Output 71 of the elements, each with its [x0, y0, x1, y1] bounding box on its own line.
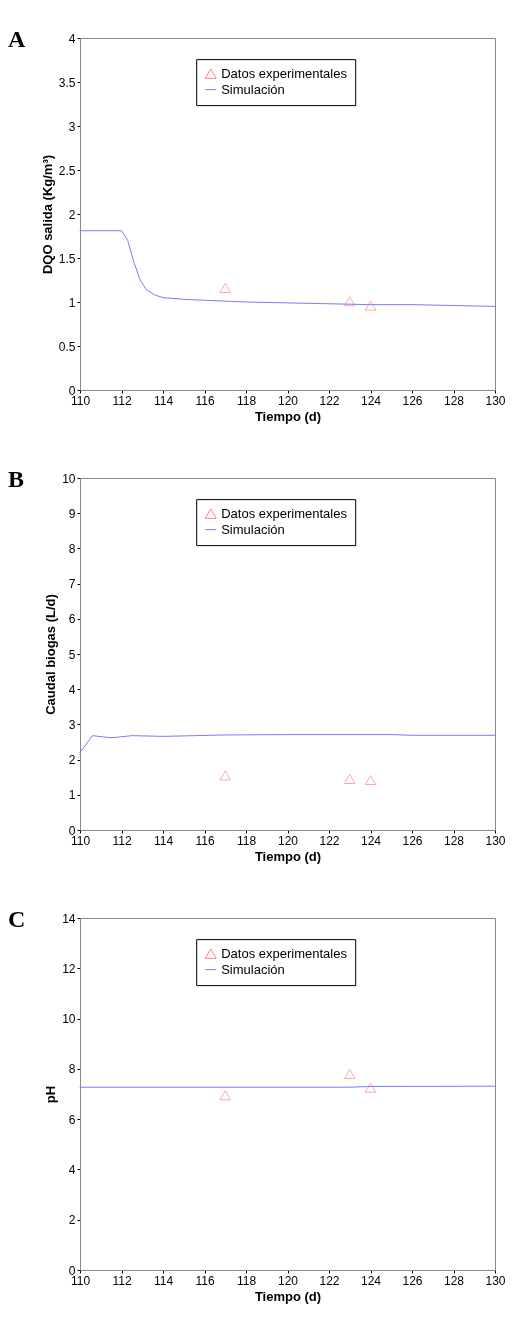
- x-tick-label: 128: [443, 393, 465, 408]
- y-tick-label: 7: [68, 577, 76, 592]
- legend-label: Simulación: [221, 81, 285, 97]
- y-axis-title: Caudal biogas (L/d): [43, 594, 59, 715]
- x-tick-label: 126: [402, 393, 423, 408]
- x-axis-title: Tiempo (d): [254, 408, 322, 424]
- x-tick-label: 130: [485, 393, 506, 408]
- x-tick-label: 112: [112, 393, 132, 408]
- x-tick-label: 116: [195, 393, 215, 408]
- x-tick-label: 124: [360, 393, 382, 408]
- chart-title: A: [8, 26, 26, 52]
- x-tick-label: 130: [485, 833, 506, 848]
- y-axis-title: pH: [43, 1085, 59, 1104]
- legend-label: Datos experimentales: [221, 505, 348, 521]
- y-tick-label: 1: [68, 788, 76, 803]
- x-tick-label: 128: [443, 1273, 465, 1288]
- x-tick-label: 120: [277, 833, 299, 848]
- y-axis-title: DQO salida (Kg/m³): [39, 154, 55, 275]
- y-tick-label: 8: [68, 1062, 76, 1077]
- y-tick-label: 9: [68, 506, 76, 521]
- y-tick-label: 1: [68, 295, 76, 310]
- y-tick-label: 10: [62, 1012, 76, 1027]
- y-tick-label: 10: [62, 471, 76, 486]
- y-tick-label: 3: [68, 717, 76, 732]
- y-tick-label: 4: [68, 682, 76, 697]
- x-tick-label: 130: [485, 1273, 506, 1288]
- x-tick-label: 114: [153, 393, 174, 408]
- y-tick-label: 14: [62, 911, 76, 926]
- y-tick-label: 2: [68, 1213, 76, 1228]
- y-tick-label: 6: [68, 1112, 76, 1127]
- x-tick-label: 126: [402, 1273, 423, 1288]
- x-tick-label: 114: [153, 1273, 174, 1288]
- x-tick-label: 126: [402, 833, 423, 848]
- y-tick-label: 8: [68, 541, 76, 556]
- legend-label: Datos experimentales: [221, 945, 348, 961]
- chart-title: B: [8, 466, 25, 492]
- y-tick-label: 2: [68, 753, 76, 768]
- y-tick-label: 3: [68, 119, 76, 134]
- chart-title: C: [8, 906, 26, 932]
- legend-label: Simulación: [221, 521, 285, 537]
- x-tick-label: 122: [319, 393, 340, 408]
- y-tick-label: 4: [68, 31, 76, 46]
- y-tick-label: 12: [62, 961, 76, 976]
- y-tick-label: 1.5: [58, 251, 76, 266]
- x-tick-label: 118: [236, 1273, 257, 1288]
- x-tick-label: 120: [277, 1273, 299, 1288]
- x-tick-label: 128: [443, 833, 465, 848]
- legend-label: Datos experimentales: [221, 65, 348, 81]
- y-tick-label: 2.5: [58, 163, 76, 178]
- x-tick-label: 114: [153, 833, 174, 848]
- x-tick-label: 112: [112, 833, 132, 848]
- y-tick-label: 5: [68, 647, 76, 662]
- x-axis-title: Tiempo (d): [254, 1288, 322, 1304]
- x-tick-label: 124: [360, 833, 382, 848]
- x-tick-label: 116: [195, 833, 215, 848]
- y-tick-label: 0.5: [58, 339, 76, 354]
- y-tick-label: 6: [68, 612, 76, 627]
- legend-label: Simulación: [221, 961, 285, 977]
- x-tick-label: 112: [112, 1273, 132, 1288]
- x-axis-title: Tiempo (d): [254, 848, 322, 864]
- y-tick-label: 2: [68, 207, 76, 222]
- x-tick-label: 124: [360, 1273, 382, 1288]
- x-tick-label: 122: [319, 1273, 340, 1288]
- x-tick-label: 118: [236, 393, 257, 408]
- y-tick-label: 3.5: [58, 75, 76, 90]
- line-series: [79, 734, 496, 754]
- x-tick-label: 122: [319, 833, 340, 848]
- x-tick-label: 116: [195, 1273, 215, 1288]
- x-tick-label: 118: [236, 833, 257, 848]
- y-tick-label: 4: [68, 1162, 76, 1177]
- x-tick-label: 120: [277, 393, 299, 408]
